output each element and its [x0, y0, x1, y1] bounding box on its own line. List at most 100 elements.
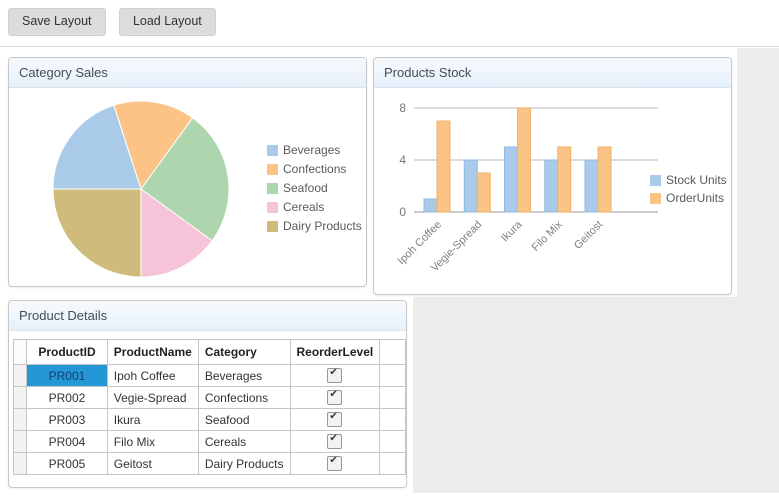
legend-label: Dairy Products [283, 219, 362, 233]
category-sales-panel-header[interactable]: Category Sales [9, 58, 366, 88]
product-details-body: ProductID ProductName Category ReorderLevel… [9, 331, 406, 488]
x-axis-label: Ikura [499, 218, 525, 244]
bar-stock-units-geitost[interactable] [584, 159, 599, 213]
bar-orderunits-ipoh-coffee[interactable] [436, 120, 451, 213]
cell-productid[interactable]: PR002 [26, 386, 108, 409]
cell-reorderlevel[interactable] [289, 452, 381, 475]
bar-stock-units-filo-mix[interactable] [544, 159, 559, 213]
cell-productid[interactable]: PR004 [26, 430, 108, 453]
bar-legend-item-orderunits[interactable]: OrderUnits [650, 189, 727, 207]
filler-column-header [379, 339, 406, 365]
cell-productid[interactable]: PR001 [26, 364, 108, 387]
table-row: PR003 Ikura Seafood [12, 408, 406, 431]
cell-productname[interactable]: Ikura [106, 408, 199, 431]
cell-reorderlevel[interactable] [289, 408, 381, 431]
legend-label: OrderUnits [666, 191, 725, 205]
legend-label: Confections [283, 162, 347, 176]
legend-label: Beverages [283, 143, 341, 157]
pie-slice-dairy-products[interactable] [52, 188, 142, 278]
products-stock-panel-header[interactable]: Products Stock [374, 58, 731, 88]
checkbox-checked-icon[interactable] [327, 455, 343, 472]
category-sales-body: Beverages Confections Seafood Cereals Dairy … [9, 88, 366, 287]
grid-header-row: ProductID ProductName Category ReorderLevel [12, 339, 406, 365]
row-indicator[interactable] [12, 386, 28, 409]
bar-orderunits-vegie-spread[interactable] [476, 172, 491, 213]
legend-label: Seafood [283, 181, 328, 195]
cell-category[interactable]: Confections [197, 386, 291, 409]
y-tick-label: 4 [399, 153, 406, 167]
pie-slice-beverages[interactable] [52, 104, 142, 190]
toolbar: Save Layout Load Layout [0, 0, 779, 47]
cell-category[interactable]: Beverages [197, 364, 291, 387]
cell-productname[interactable]: Ipoh Coffee [106, 364, 199, 387]
table-row: PR005 Geitost Dairy Products [12, 452, 406, 475]
dashboard-content: Category Sales Beverages Confections Seafo… [0, 48, 779, 493]
product-details-title: Product Details [19, 308, 108, 323]
y-tick-label: 0 [399, 205, 406, 219]
cell-category[interactable]: Seafood [197, 408, 291, 431]
checkbox-checked-icon[interactable] [327, 367, 343, 384]
products-stock-title: Products Stock [384, 65, 472, 80]
cell-reorderlevel[interactable] [289, 430, 381, 453]
column-header-reorderlevel[interactable]: ReorderLevel [289, 339, 381, 365]
pie-slice-cereals[interactable] [140, 188, 213, 278]
column-header-productid[interactable]: ProductID [26, 339, 108, 365]
table-row: PR004 Filo Mix Cereals [12, 430, 406, 453]
bar-stock-units-ipoh-coffee[interactable] [423, 198, 438, 213]
checkbox-checked-icon[interactable] [327, 411, 343, 428]
cell-productid[interactable]: PR005 [26, 452, 108, 475]
cell-productname[interactable]: Filo Mix [106, 430, 199, 453]
bar-orderunits-filo-mix[interactable] [557, 146, 572, 213]
category-sales-title: Category Sales [19, 65, 108, 80]
checkbox-checked-icon[interactable] [327, 433, 343, 450]
pie-slice-confections[interactable] [113, 100, 194, 191]
pie-legend-item-beverages[interactable]: Beverages [267, 141, 362, 160]
filler-cell [379, 386, 406, 409]
pie-legend: Beverages Confections Seafood Cereals Dairy … [267, 141, 362, 236]
category-sales-panel: Category Sales Beverages Confections Seafo… [8, 57, 367, 287]
cell-productname[interactable]: Vegie-Spread [106, 386, 199, 409]
cell-productid[interactable]: PR003 [26, 408, 108, 431]
products-stock-panel: Products Stock 0 4 8 Ipoh Coffee Vegie-Sprea… [373, 57, 732, 295]
bar-stock-units-ikura[interactable] [504, 146, 518, 213]
product-details-panel-header[interactable]: Product Details [9, 301, 406, 331]
legend-swatch-icon [650, 174, 661, 186]
row-indicator[interactable] [12, 408, 28, 431]
cell-reorderlevel[interactable] [289, 386, 381, 409]
column-header-productname[interactable]: ProductName [106, 339, 199, 365]
filler-cell [379, 364, 406, 387]
save-layout-button[interactable]: Save Layout [8, 8, 106, 36]
bar-legend: Stock Units OrderUnits [650, 171, 727, 207]
product-details-panel: Product Details ProductID ProductName Cate… [8, 300, 407, 488]
pie-legend-item-seafood[interactable]: Seafood [267, 179, 362, 198]
cell-reorderlevel[interactable] [289, 364, 381, 387]
cell-productname[interactable]: Geitost [106, 452, 199, 475]
row-indicator[interactable] [12, 430, 28, 453]
y-tick-label: 8 [399, 101, 406, 115]
bar-orderunits-geitost[interactable] [597, 146, 612, 213]
products-grid: ProductID ProductName Category ReorderLevel… [12, 339, 406, 475]
filler-cell [379, 452, 406, 475]
row-indicator[interactable] [12, 364, 28, 387]
column-header-category[interactable]: Category [197, 339, 291, 365]
load-layout-button[interactable]: Load Layout [118, 8, 216, 36]
legend-label: Stock Units [666, 173, 727, 187]
pie-legend-item-dairy-products[interactable]: Dairy Products [267, 217, 362, 236]
filler-cell [379, 408, 406, 431]
legend-swatch-icon [267, 183, 278, 194]
pie-legend-item-cereals[interactable]: Cereals [267, 198, 362, 217]
pie-slice-seafood[interactable] [140, 117, 230, 242]
bar-stock-units-vegie-spread[interactable] [463, 159, 478, 213]
pie-legend-item-confections[interactable]: Confections [267, 160, 362, 179]
bar-orderunits-ikura[interactable] [517, 107, 531, 213]
row-indicator[interactable] [12, 452, 28, 475]
table-row: PR001 Ipoh Coffee Beverages [12, 364, 406, 387]
table-row: PR002 Vegie-Spread Confections [12, 386, 406, 409]
checkbox-checked-icon[interactable] [327, 389, 343, 406]
bar-legend-item-stock-units[interactable]: Stock Units [650, 171, 727, 189]
x-axis-label: Filo Mix [530, 218, 566, 254]
cell-category[interactable]: Dairy Products [197, 452, 291, 475]
cell-category[interactable]: Cereals [197, 430, 291, 453]
